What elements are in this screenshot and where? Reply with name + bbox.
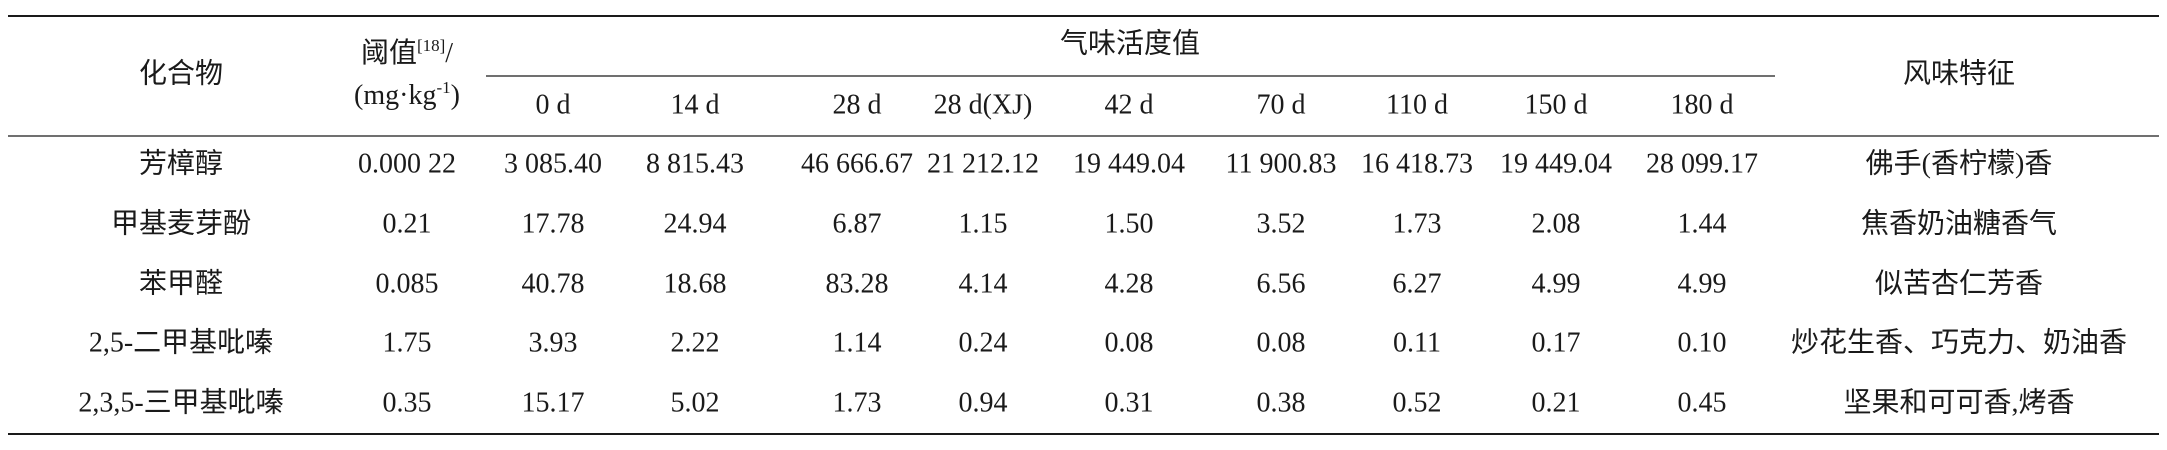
header-day: 28 d [833, 89, 882, 120]
table-cell: 15.17 [522, 387, 585, 418]
header-threshold: 阈值[18]/ [361, 36, 453, 70]
header-day: 70 d [1257, 89, 1306, 120]
table-cell: 4.28 [1105, 268, 1154, 299]
table-cell: 1.75 [383, 327, 432, 358]
table-cell: 19 449.04 [1073, 148, 1185, 179]
table-cell: 16 418.73 [1361, 148, 1473, 179]
table-cell: 3 085.40 [504, 148, 602, 179]
header-day: 28 d(XJ) [934, 89, 1033, 120]
table-cell: 0.31 [1105, 387, 1154, 418]
table-cell: 2.08 [1532, 208, 1581, 239]
table-cell: 6.87 [833, 208, 882, 239]
table-cell: 苯甲醛 [139, 267, 223, 299]
table-cell: 0.52 [1393, 387, 1442, 418]
table-cell: 18.68 [664, 268, 727, 299]
table-cell: 46 666.67 [801, 148, 913, 179]
table-cell: 8 815.43 [646, 148, 744, 179]
table-cell: 2,5-二甲基吡嗪 [89, 326, 273, 358]
table-cell: 2.22 [671, 327, 720, 358]
unit-text: (mg·kg [354, 80, 436, 111]
table-cell: 11 900.83 [1226, 148, 1337, 179]
table-cell: 0.08 [1105, 327, 1154, 358]
table-cell: 2,3,5-三甲基吡嗪 [78, 386, 283, 418]
table-cell: 佛手(香柠檬)香 [1866, 147, 2053, 179]
table-cell: 4.14 [959, 268, 1008, 299]
unit-close: ) [451, 80, 460, 111]
table-cell: 炒花生香、巧克力、奶油香 [1791, 326, 2127, 358]
table-cell: 17.78 [522, 208, 585, 239]
table-cell: 0.08 [1257, 327, 1306, 358]
table-cell: 0.38 [1257, 387, 1306, 418]
header-day: 180 d [1671, 89, 1734, 120]
table-cell: 4.99 [1532, 268, 1581, 299]
table-cell: 1.15 [959, 208, 1008, 239]
table-cell: 24.94 [664, 208, 727, 239]
table-cell: 0.085 [376, 268, 439, 299]
table-cell: 6.27 [1393, 268, 1442, 299]
table-cell: 芳樟醇 [139, 147, 223, 179]
header-day: 42 d [1105, 89, 1154, 120]
header-day: 150 d [1525, 89, 1588, 120]
threshold-ref: [18] [417, 36, 445, 55]
unit-exp: -1 [436, 78, 450, 97]
table-cell: 0.000 22 [358, 148, 456, 179]
table-cell: 83.28 [826, 268, 889, 299]
table-cell: 0.45 [1678, 387, 1727, 418]
table-cell: 40.78 [522, 268, 585, 299]
header-unit: (mg·kg-1) [354, 78, 460, 112]
table-cell: 19 449.04 [1500, 148, 1612, 179]
table-cell: 4.99 [1678, 268, 1727, 299]
table-cell: 28 099.17 [1646, 148, 1758, 179]
header-day: 14 d [671, 89, 720, 120]
table-cell: 3.93 [529, 327, 578, 358]
table-cell: 1.73 [1393, 208, 1442, 239]
table-cell: 1.73 [833, 387, 882, 418]
table-cell: 0.24 [959, 327, 1008, 358]
table-cell: 0.11 [1393, 327, 1441, 358]
table-cell: 3.52 [1257, 208, 1306, 239]
table-cell: 甲基麦芽酚 [111, 207, 251, 239]
threshold-slash: / [445, 38, 453, 69]
table-cell: 6.56 [1257, 268, 1306, 299]
table-cell: 0.17 [1532, 327, 1581, 358]
table-cell: 0.21 [1532, 387, 1581, 418]
table-cell: 1.14 [833, 327, 882, 358]
table-cell: 似苦杏仁芳香 [1875, 267, 2043, 299]
table-cell: 5.02 [671, 387, 720, 418]
threshold-text: 阈值 [361, 37, 417, 69]
table-cell: 0.35 [383, 387, 432, 418]
header-flavor: 风味特征 [1903, 57, 2015, 89]
table-cell: 0.94 [959, 387, 1008, 418]
table-cell: 0.10 [1678, 327, 1727, 358]
table-cell: 0.21 [383, 208, 432, 239]
table-cell: 坚果和可可香,烤香 [1843, 386, 2074, 418]
header-day: 0 d [536, 89, 571, 120]
table-cell: 21 212.12 [927, 148, 1039, 179]
header-oav: 气味活度值 [1060, 27, 1200, 59]
table-cell: 1.44 [1678, 208, 1727, 239]
header-compound: 化合物 [139, 57, 223, 89]
table-cell: 焦香奶油糖香气 [1861, 207, 2057, 239]
header-day: 110 d [1386, 89, 1448, 120]
table-cell: 1.50 [1105, 208, 1154, 239]
